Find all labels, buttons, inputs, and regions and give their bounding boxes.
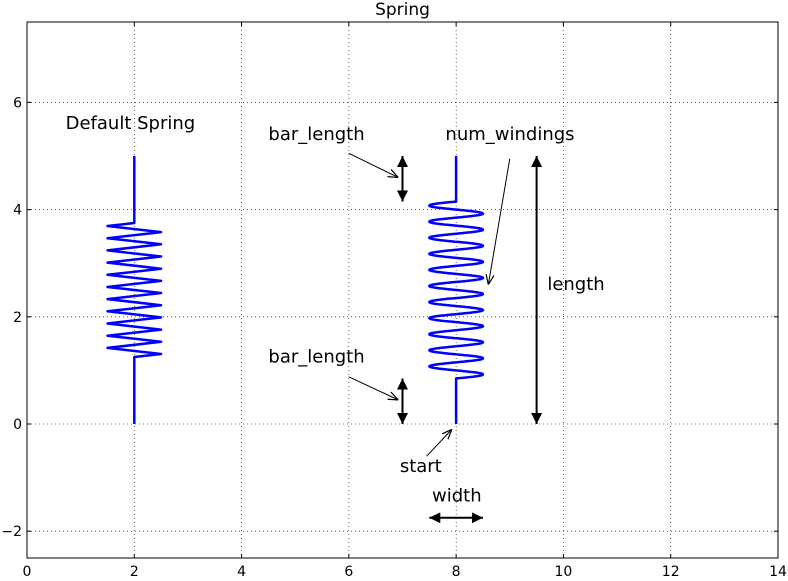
y-tick-label: 4 [13,203,22,219]
annotation-text: Default Spring [66,113,196,134]
y-tick-label: 2 [13,310,22,326]
springs [106,156,485,424]
annotation-text: width [432,486,482,507]
x-tick-label: 14 [769,564,787,577]
annotation-arrow [488,158,511,285]
x-tick-label: 12 [662,564,680,577]
dimension-arrows [397,156,543,524]
chart-title: Spring [375,0,430,20]
y-tick-label: 0 [13,417,22,433]
spring-custom [428,156,485,424]
x-tick-label: 4 [237,564,246,577]
spring-default [106,156,163,424]
y-tick-label: −2 [1,524,22,540]
plot-frame [26,21,779,559]
annotation-text: bar_length [268,124,364,145]
x-tick-label: 0 [23,564,32,577]
annotation-arrow [348,152,398,177]
annotation-arrow [348,376,398,400]
x-tick-label: 2 [130,564,139,577]
y-tick-label: 6 [13,95,22,111]
annotation-text: bar_length [268,346,364,367]
x-tick-label: 6 [344,564,353,577]
x-tick-label: 8 [452,564,461,577]
annotation-arrow [426,429,452,457]
x-tick-label: 10 [555,564,573,577]
annotation-text: length [547,274,604,295]
annotations: Default Spring bar_length num_windingsleng… [66,113,605,507]
annotation-text: num_windings [445,124,574,145]
annotation-text: start [400,456,442,477]
